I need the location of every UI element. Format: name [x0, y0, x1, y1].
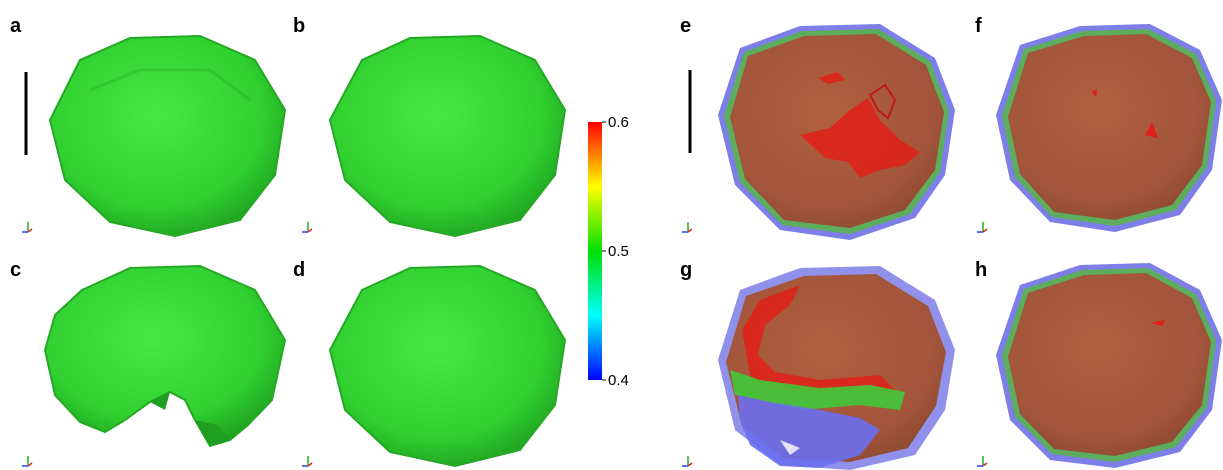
panel-label-g: g	[680, 259, 693, 281]
axis-triad-c	[22, 456, 33, 467]
axis-triad-g	[682, 456, 693, 467]
panel-c-blob	[43, 264, 287, 448]
axis-triad-b	[302, 222, 313, 233]
panel-h-blob	[996, 263, 1222, 468]
colorbar-min-label: 0.4	[608, 372, 629, 389]
axis-triad-e	[682, 222, 693, 233]
panel-label-a: a	[10, 15, 22, 37]
panel-f-blob	[996, 24, 1222, 232]
panel-label-c: c	[10, 259, 22, 281]
panel-label-b: b	[293, 15, 306, 37]
colorbar	[588, 122, 602, 380]
panel-label-d: d	[293, 259, 306, 281]
colorbar-mid-label: 0.5	[608, 243, 629, 260]
panel-d-blob	[328, 264, 567, 468]
panel-e-blob	[718, 24, 955, 240]
panel-label-f: f	[975, 15, 982, 37]
panel-label-h: h	[975, 259, 988, 281]
panel-b-blob	[328, 34, 567, 238]
panel-label-e: e	[680, 15, 692, 37]
axis-triad-d	[302, 456, 313, 467]
axis-triad-a	[22, 222, 33, 233]
panel-a-blob	[48, 34, 287, 238]
colorbar-max-label: 0.6	[608, 114, 629, 131]
axis-triad-h	[977, 456, 988, 467]
axis-triad-f	[977, 222, 988, 233]
panel-g-blob	[718, 266, 955, 470]
